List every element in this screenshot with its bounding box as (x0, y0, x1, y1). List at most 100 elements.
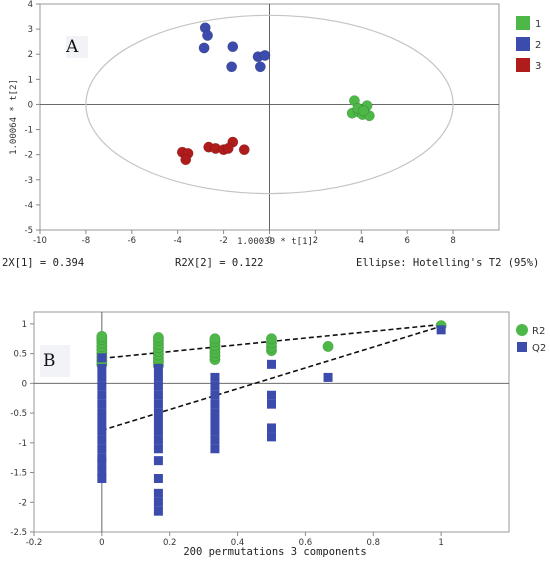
y-tick-label: 2 (28, 50, 33, 60)
x-tick-label: -6 (128, 236, 136, 246)
permutation-plot-axes: -0.2 0 0.2 0.4 0.6 0.8 1 -2.5 -2 -1.5 -1 -0.5 0 0.5 1 (10, 312, 509, 548)
legend-swatch-group-1 (516, 16, 530, 30)
y-tick-label: -2 (19, 498, 27, 508)
q2-point (153, 390, 163, 400)
legend-swatch-group-3 (516, 58, 530, 72)
group-2-point (198, 42, 210, 54)
q2-point (153, 426, 163, 436)
q2-point (153, 363, 163, 373)
q2-point (210, 381, 220, 391)
y-tick-label: -0.5 (10, 409, 27, 419)
y-tick-label: -2.5 (10, 528, 27, 538)
x-tick-label: -2 (219, 236, 227, 246)
q2-point (210, 372, 220, 382)
permutation-plot-legend: R2 Q2 (516, 324, 546, 354)
y-tick-label: 0 (22, 379, 27, 389)
x-tick-label: 0.4 (231, 538, 245, 548)
q2-point (97, 408, 107, 418)
legend-marker-q2 (517, 342, 527, 352)
q2-point (323, 372, 333, 382)
x-tick-label: 0.6 (299, 538, 313, 548)
q2-point (153, 399, 163, 409)
q2-point (97, 426, 107, 436)
q2-point (153, 417, 163, 427)
x-tick-label: 0 (99, 538, 104, 548)
q2-point (210, 408, 220, 418)
panel-a-label-box (66, 36, 88, 58)
y-tick-label: 3 (28, 25, 33, 35)
y-tick-label: 1 (28, 75, 33, 85)
y-tick-label: -2 (25, 151, 33, 161)
q2-point (97, 399, 107, 409)
y-tick-label: 1 (22, 320, 27, 330)
group-2-point (259, 50, 271, 61)
y-tick-label: -4 (25, 201, 33, 211)
q2-point (210, 417, 220, 427)
r2-point (209, 333, 221, 345)
q2-point (97, 444, 107, 454)
legend-label-r2: R2 (532, 326, 545, 337)
q2-point (153, 435, 163, 445)
group-2-point (254, 61, 266, 73)
permutation-caption: 200 permutations 3 components (183, 546, 366, 558)
r2x-component-1: 2X[1] = 0.394 (2, 257, 84, 269)
y-tick-label: -1.5 (10, 469, 27, 479)
r2-point (265, 333, 278, 345)
q2-point (153, 488, 163, 498)
q2-point (97, 459, 107, 469)
x-tick-label: 0 (267, 236, 272, 246)
q2-point (267, 399, 276, 409)
q2-point (210, 399, 220, 409)
y-tick-label: 4 (28, 0, 33, 10)
hotelling-ellipse (85, 14, 454, 195)
score-plot-x-axis-label: 1.00039 * t[1] (237, 237, 313, 247)
q2-point (97, 473, 107, 483)
q2-point (267, 432, 276, 442)
q2-point (97, 381, 107, 391)
q2-point (210, 426, 220, 436)
q2-point (97, 435, 107, 445)
x-tick-label: -8 (82, 236, 90, 246)
q2-point (153, 506, 163, 516)
y-tick-label: 0.5 (13, 350, 27, 360)
x-tick-label: 6 (404, 236, 409, 246)
q2-point (97, 417, 107, 427)
q2-point (267, 423, 276, 433)
y-tick-label: -3 (25, 176, 33, 186)
q2-point (436, 325, 446, 335)
panel-b-label-box (40, 345, 70, 377)
group-2-point (227, 41, 239, 53)
score-plot-legend: 1 2 3 (516, 16, 541, 72)
q2-point (97, 372, 107, 382)
legend-label-group-3: 3 (535, 61, 541, 72)
q2-point (267, 390, 276, 400)
q2-point (97, 390, 107, 400)
legend-label-q2: Q2 (532, 343, 546, 354)
legend-marker-r2 (516, 324, 528, 336)
q2-point (153, 497, 163, 507)
q2-point (210, 444, 220, 454)
x-tick-label: 0.2 (163, 538, 177, 548)
q2-point (267, 359, 276, 369)
permutation-plot-panel: -0.2 0 0.2 0.4 0.6 0.8 1-2.5-2-1.5-1-0.500.51 … (10, 311, 546, 548)
q2-point (97, 363, 107, 373)
y-tick-label: -1 (19, 439, 27, 449)
group-2-point (226, 61, 238, 73)
group-3-point (180, 154, 192, 166)
x-tick-label: 1 (438, 538, 443, 548)
y-tick-label: -5 (25, 226, 33, 236)
q2-point (153, 444, 163, 454)
group-2-point (202, 29, 213, 41)
group-1-point (358, 105, 370, 117)
r2-point (152, 332, 164, 344)
legend-label-group-1: 1 (535, 19, 541, 30)
q2-point (210, 390, 220, 400)
x-tick-label: 2 (313, 236, 318, 246)
q2-point (97, 453, 107, 463)
r2-point (322, 340, 334, 353)
panel-b-label: B (43, 351, 56, 371)
r2x-component-2: R2X[2] = 0.122 (175, 257, 264, 269)
x-tick-label: -0.2 (26, 538, 43, 548)
panel-a-label: A (65, 37, 79, 57)
